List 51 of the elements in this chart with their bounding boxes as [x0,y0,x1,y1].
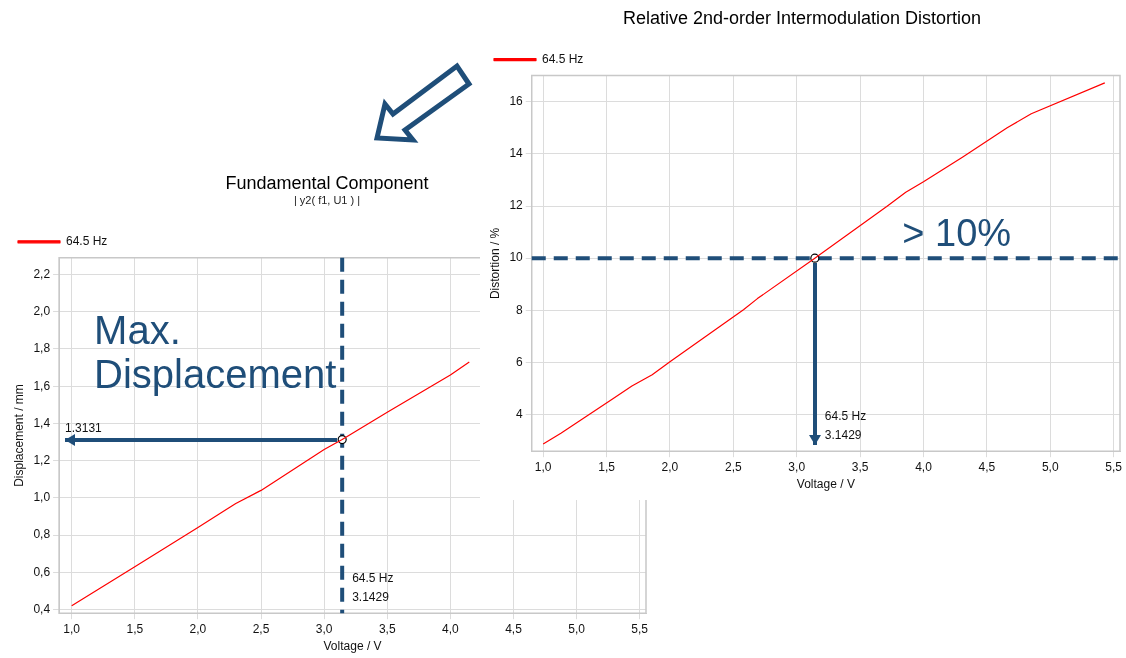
annotation: 64.5 Hz 3.1429 [824,408,867,445]
y-tick-label: 1,4 [33,415,51,430]
y-tick-label: 1,8 [33,341,51,356]
x-axis-title: Voltage / V [323,639,382,654]
x-tick-label: 4,0 [915,459,933,474]
legend-label: 64.5 Hz [66,234,108,249]
x-tick-label: 4,0 [442,621,460,636]
y-tick-label: 14 [509,146,524,161]
chart-subtitle: | y2( f1, U1 ) | [293,194,361,207]
y-tick-label: 6 [516,354,524,369]
x-tick-label: 5,5 [631,621,649,636]
y-axis-title: Distortion / % [487,227,502,300]
x-tick-label: 2,5 [252,621,270,636]
x-tick-label: 2,0 [189,621,207,636]
x-tick-label: 2,0 [661,459,679,474]
chart-title: Relative 2nd-order Intermodulation Distortion [622,7,982,28]
ref-line-label: > 10% [902,211,1012,254]
annotation: Max. Displacement [94,307,338,396]
x-tick-label: 5,0 [568,621,586,636]
x-tick-label: 5,0 [1041,459,1059,474]
chart-title: Fundamental Component [225,172,429,193]
x-tick-label: 4,5 [505,621,523,636]
y-tick-label: 2,0 [33,304,51,319]
y-tick-label: 1,6 [33,378,51,393]
y-tick-label: 10 [509,250,524,265]
x-tick-label: 1,5 [126,621,144,636]
x-tick-label: 1,5 [598,459,616,474]
legend-label: 64.5 Hz [542,51,584,66]
y-tick-label: 1,2 [33,452,51,467]
y-tick-label: 8 [516,302,524,317]
y-axis-title: Displacement / mm [11,384,26,487]
x-tick-label: 1,0 [534,459,552,474]
x-tick-label: 4,5 [978,459,996,474]
y-tick-label: 0,6 [33,564,51,579]
annotation: 64.5 Hz 3.1429 [352,570,394,607]
y-tick-label: 1,0 [33,490,51,505]
y-tick-label: 0,4 [33,601,51,616]
y-tick-label: 4 [516,407,524,421]
x-tick-label: 1,0 [63,621,81,636]
x-tick-label: 3,0 [315,621,333,636]
x-tick-label: 3,5 [851,459,869,474]
annotation: 1.3131 [65,419,102,437]
x-axis-title: Voltage / V [796,477,855,492]
x-tick-label: 3,0 [788,459,806,474]
y-tick-label: 2,2 [33,266,51,281]
y-tick-label: 16 [509,94,524,108]
x-tick-label: 5,5 [1105,459,1123,474]
x-tick-label: 2,5 [724,459,742,474]
y-tick-label: 12 [509,198,524,213]
x-tick-label: 3,5 [378,621,396,636]
y-tick-label: 0,8 [33,527,51,542]
